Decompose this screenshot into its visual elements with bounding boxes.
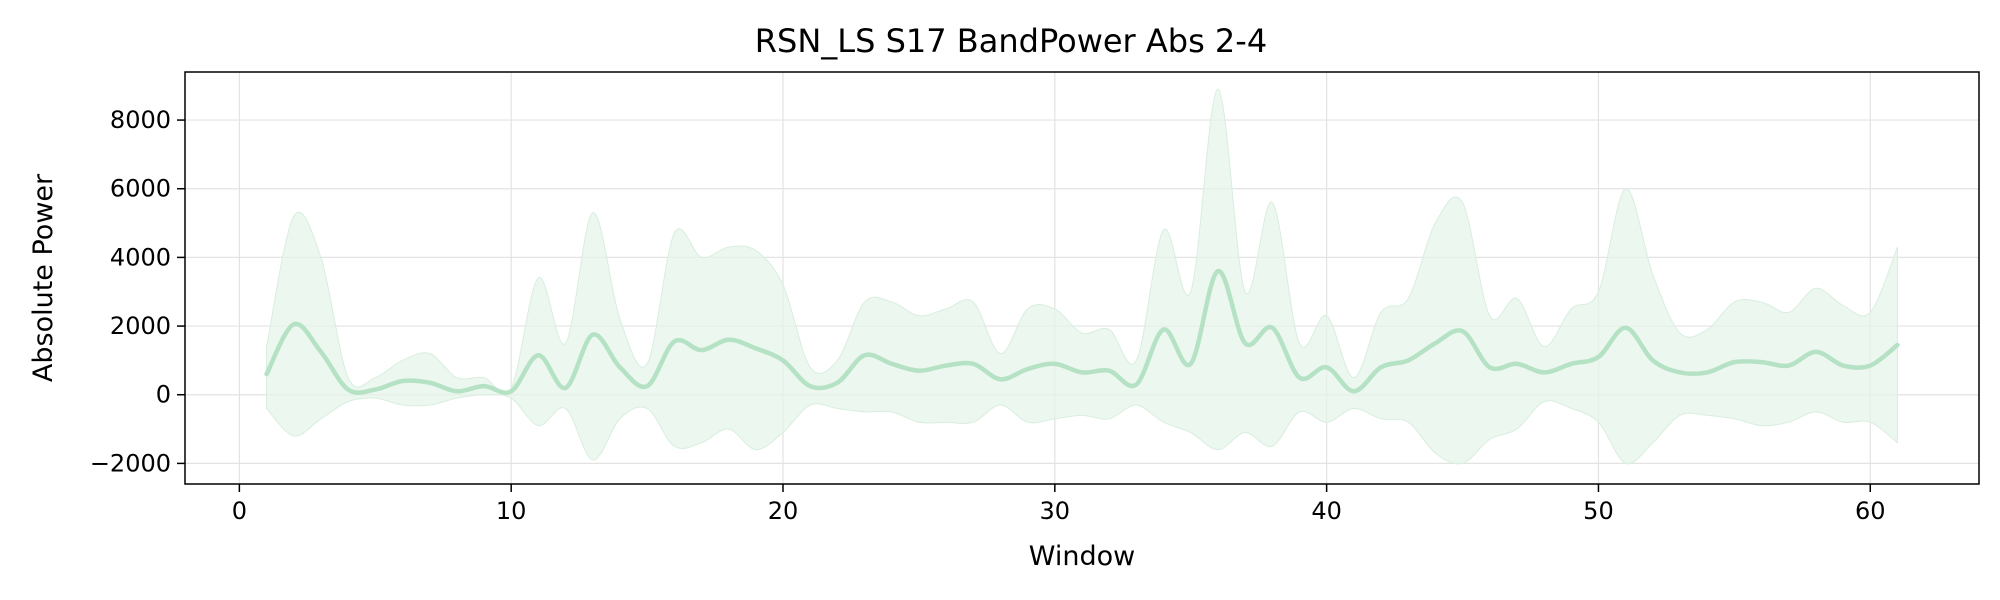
grid — [185, 72, 1979, 484]
x-tick-label: 0 — [232, 497, 247, 525]
plot-frame — [184, 71, 1980, 485]
x-tick-label: 10 — [496, 497, 527, 525]
y-tick-label: 4000 — [110, 243, 171, 271]
x-tick-label: 60 — [1855, 497, 1886, 525]
x-axis: 0 10 20 30 40 50 60 — [232, 484, 1886, 525]
confidence-band — [266, 88, 1898, 465]
x-tick-label: 50 — [1583, 497, 1614, 525]
x-axis-label: Window — [1029, 541, 1135, 572]
y-tick-label: 2000 — [110, 312, 171, 340]
y-tick-label: 0 — [156, 381, 171, 409]
band-area — [266, 88, 1898, 465]
series-line — [264, 268, 1900, 395]
y-axis: −2000 0 2000 4000 6000 8000 — [90, 106, 185, 477]
x-tick-label: 40 — [1311, 497, 1342, 525]
y-tick-label: −2000 — [90, 449, 171, 477]
y-axis-label: Absolute Power — [28, 173, 59, 382]
x-tick-label: 30 — [1040, 497, 1071, 525]
y-tick-label: 8000 — [110, 106, 171, 134]
x-tick-label: 20 — [768, 497, 799, 525]
mean-line — [264, 268, 1900, 395]
chart-title: RSN_LS S17 BandPower Abs 2-4 — [755, 22, 1267, 60]
y-tick-label: 6000 — [110, 175, 171, 203]
